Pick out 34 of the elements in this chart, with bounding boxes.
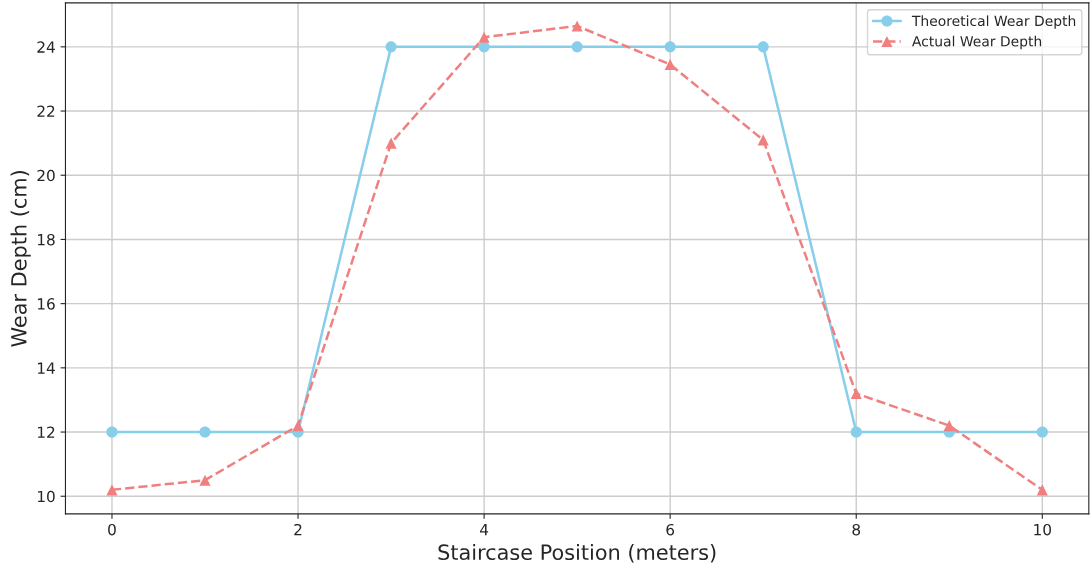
point [478,31,490,43]
point [664,41,676,53]
y-axis-title: Wear Depth (cm) [10,171,31,347]
point [1036,426,1048,438]
point [199,474,211,486]
y-tick-label: 12 [37,426,55,438]
x-tick-label: 0 [108,523,116,536]
point [106,484,118,496]
point [850,426,862,438]
legend-label: Theoretical Wear Depth [911,15,1076,29]
x-tick-label: 10 [1034,523,1052,536]
y-tick-label: 10 [37,490,55,503]
x-tick-label: 6 [666,523,675,536]
point [850,387,862,400]
y-tick-label: 20 [37,169,55,182]
y-tick-label: 24 [37,41,55,53]
point [757,41,769,53]
point [292,420,304,432]
y-tick-label: 18 [37,233,55,246]
point [664,58,676,71]
x-tick-label: 2 [294,523,302,536]
point [385,137,397,149]
x-tick-label: 8 [852,523,861,536]
point [571,41,583,53]
point [106,426,118,438]
x-tick-label: 4 [479,524,489,536]
point [385,41,397,53]
point [199,426,211,438]
legend-label: Actual Wear Depth [912,35,1042,50]
y-tick-label: 14 [37,362,55,374]
point [571,20,583,32]
x-axis-title: Staircase Position (meters) [438,543,716,563]
y-tick-label: 16 [37,298,55,310]
y-tick-label: 22 [37,105,55,117]
